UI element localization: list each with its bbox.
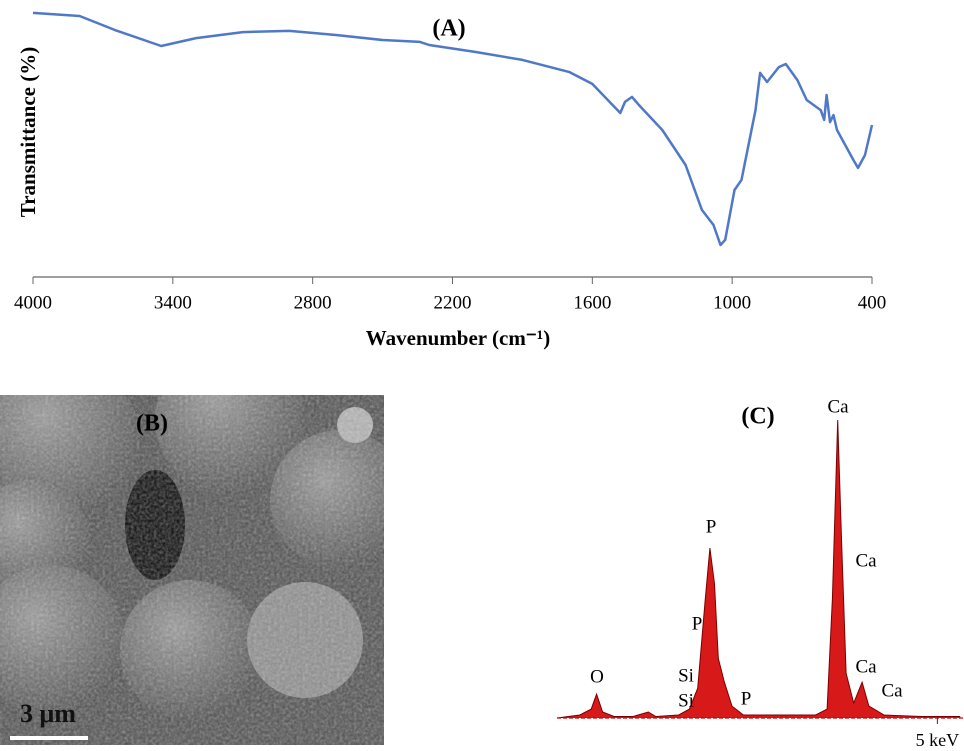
peak-label: Ca <box>855 656 877 677</box>
peak-label: Ca <box>827 396 849 417</box>
x-tick-label: 1000 <box>713 292 751 313</box>
peak-label: P <box>706 516 717 537</box>
x-tick-label: 400 <box>858 292 887 313</box>
peak-label: P <box>692 613 703 634</box>
x-axis-title: Wavenumber (cm⁻¹) <box>366 326 550 350</box>
sem-image <box>0 395 384 745</box>
peak-label: Si <box>678 665 694 686</box>
peak-label: Ca <box>855 550 877 571</box>
panel-title: (A) <box>432 16 465 42</box>
x-tick-label: 4000 <box>14 292 52 313</box>
x-tick-label: 2800 <box>294 292 332 313</box>
peak-label: O <box>590 666 604 687</box>
panel-label: (B) <box>136 411 168 437</box>
y-axis-title: Transmittance (%) <box>16 47 40 218</box>
peak-label: Si <box>678 690 694 711</box>
spectrum-line <box>32 11 874 247</box>
peak-label: Ca <box>881 680 903 701</box>
spectrum-line <box>556 419 961 719</box>
x-tick-label: 5 keV <box>916 730 960 750</box>
peak-label: P <box>741 688 752 709</box>
spectrum-fill <box>557 420 961 718</box>
x-tick-label: 3400 <box>154 292 192 313</box>
x-tick-label: 2200 <box>434 292 472 313</box>
x-tick-label: 1600 <box>573 292 611 313</box>
panel-title: (C) <box>741 404 774 430</box>
scale-bar-label: 3 μm <box>20 699 76 728</box>
